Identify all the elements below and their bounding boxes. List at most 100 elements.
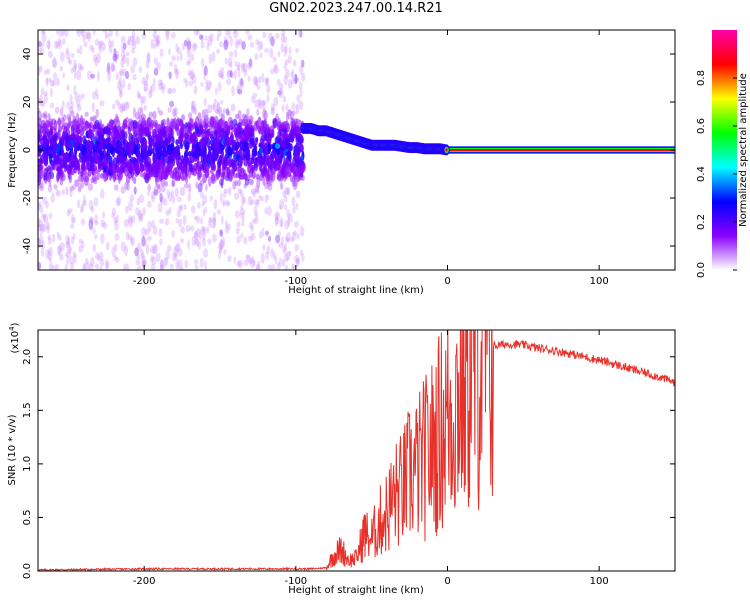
heatmap-cell bbox=[278, 230, 281, 237]
heatmap-cell bbox=[284, 187, 289, 195]
heatmap-cell bbox=[60, 135, 65, 141]
heatmap-cell bbox=[209, 80, 213, 87]
heatmap-cell bbox=[122, 118, 128, 128]
heatmap-cell bbox=[234, 61, 238, 67]
heatmap-cell bbox=[43, 93, 48, 105]
heatmap-cell bbox=[61, 30, 66, 37]
heatmap-cell bbox=[284, 242, 287, 253]
heatmap-cell bbox=[81, 240, 85, 249]
heatmap-cell bbox=[264, 77, 270, 83]
heatmap-cell bbox=[264, 207, 268, 215]
heatmap-cell bbox=[155, 34, 159, 46]
y-tick-label: -20 bbox=[22, 190, 33, 206]
heatmap-cell bbox=[64, 251, 68, 258]
heatmap-cell bbox=[123, 101, 129, 111]
heatmap-cell bbox=[167, 71, 173, 78]
heatmap-cell bbox=[160, 185, 166, 193]
heatmap-cell bbox=[215, 108, 220, 115]
heatmap-cell bbox=[190, 101, 195, 112]
heatmap-cell bbox=[159, 218, 165, 224]
heatmap-cell bbox=[221, 236, 226, 248]
heatmap-cell bbox=[165, 249, 170, 261]
heatmap-cell bbox=[111, 212, 116, 219]
heatmap-cell bbox=[124, 205, 129, 214]
heatmap-cell bbox=[281, 236, 284, 246]
heatmap-cell bbox=[117, 80, 122, 92]
heatmap-cell bbox=[79, 30, 85, 35]
heatmap-cell bbox=[141, 95, 147, 104]
heatmap-cell bbox=[151, 256, 157, 266]
heatmap-cell bbox=[179, 132, 183, 139]
colorbar-ticks: 0.0 0.2 0.4 0.6 0.8 bbox=[696, 70, 737, 278]
heatmap-cell bbox=[292, 59, 297, 67]
heatmap-cell bbox=[201, 128, 207, 134]
heatmap-cell bbox=[278, 87, 284, 99]
heatmap-cell bbox=[90, 73, 96, 79]
heatmap-cell bbox=[199, 34, 203, 40]
heatmap-cell bbox=[70, 261, 74, 270]
ridge-cell-core bbox=[445, 148, 448, 152]
heatmap-cell bbox=[247, 61, 252, 71]
heatmap-cell bbox=[295, 158, 300, 165]
heatmap-cell bbox=[279, 204, 283, 211]
heatmap-cell bbox=[301, 72, 306, 82]
heatmap-cell bbox=[204, 35, 208, 41]
heatmap-cell bbox=[142, 207, 146, 216]
heatmap-cell bbox=[59, 65, 63, 72]
heatmap-cell bbox=[38, 110, 42, 122]
heatmap-cell bbox=[130, 236, 135, 247]
heatmap-cell bbox=[189, 71, 195, 80]
heatmap-cell bbox=[132, 57, 138, 67]
heatmap-cell bbox=[49, 102, 55, 109]
heatmap-cell bbox=[47, 113, 51, 121]
heatmap-cell bbox=[142, 260, 147, 267]
heatmap-cell bbox=[115, 50, 120, 59]
heatmap-cell bbox=[38, 223, 43, 232]
heatmap-cell bbox=[74, 179, 80, 187]
heatmap-cell bbox=[283, 120, 288, 127]
heatmap-cell bbox=[247, 75, 251, 82]
heatmap-cell bbox=[288, 213, 293, 223]
y-tick-label: 2.0 bbox=[22, 349, 33, 365]
heatmap-cell bbox=[206, 41, 210, 51]
heatmap-cell bbox=[274, 212, 279, 221]
heatmap-cell bbox=[70, 214, 75, 224]
heatmap-cell bbox=[168, 191, 173, 203]
heatmap-cell bbox=[54, 106, 60, 114]
heatmap-cell bbox=[90, 205, 95, 213]
heatmap-cell bbox=[119, 83, 123, 95]
heatmap-cell bbox=[254, 79, 259, 87]
heatmap-cell bbox=[106, 241, 110, 251]
heatmap-cell bbox=[253, 160, 259, 172]
heatmap-cell bbox=[261, 195, 264, 202]
heatmap-cell bbox=[250, 225, 254, 232]
heatmap-cell bbox=[258, 99, 262, 106]
heatmap-cell bbox=[208, 176, 212, 187]
heatmap-cell bbox=[234, 40, 240, 49]
heatmap-cell bbox=[242, 62, 248, 73]
heatmap-cell bbox=[115, 197, 121, 207]
heatmap-cell bbox=[204, 260, 208, 270]
heatmap-cell bbox=[72, 184, 76, 190]
heatmap-cell bbox=[206, 154, 210, 161]
heatmap-cell bbox=[113, 254, 118, 261]
heatmap-cell bbox=[287, 79, 293, 89]
heatmap-cell bbox=[118, 89, 122, 97]
heatmap-cell bbox=[176, 55, 180, 62]
heatmap-cell bbox=[43, 69, 48, 75]
heatmap-cell bbox=[99, 266, 103, 270]
heatmap-cell bbox=[45, 77, 49, 84]
heatmap-cell bbox=[206, 82, 212, 90]
heatmap-cell bbox=[136, 253, 141, 262]
heatmap-cell bbox=[190, 205, 196, 214]
heatmap-cell bbox=[125, 101, 130, 109]
heatmap-cell bbox=[41, 99, 45, 108]
spectrogram-x-ticks: -200 -100 0 100 bbox=[133, 30, 609, 287]
heatmap-cell bbox=[79, 118, 83, 129]
heatmap-cell bbox=[115, 113, 119, 124]
heatmap-cell bbox=[45, 221, 50, 230]
heatmap-cell bbox=[278, 138, 282, 145]
heatmap-cell bbox=[218, 155, 223, 165]
heatmap-cell bbox=[283, 36, 288, 44]
heatmap-cell bbox=[94, 167, 98, 175]
